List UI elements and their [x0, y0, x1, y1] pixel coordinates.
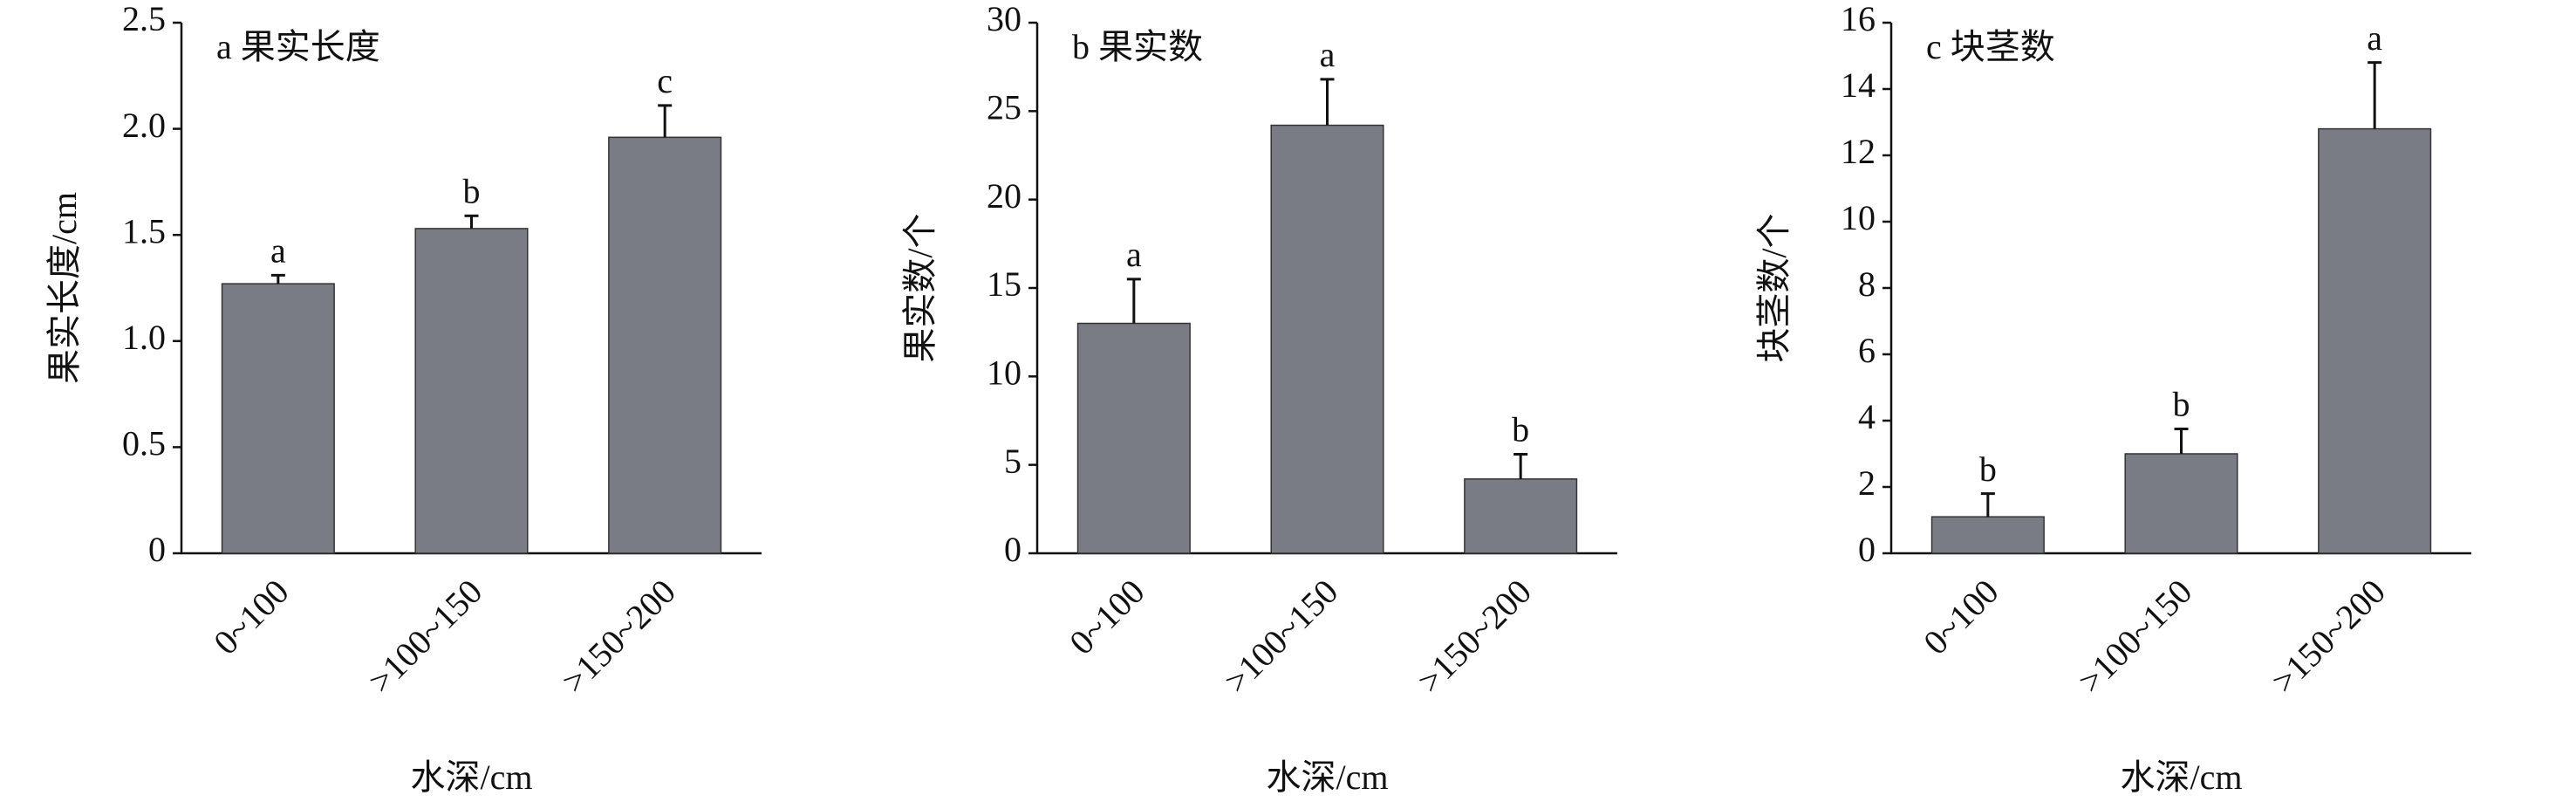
y-tick-label: 16 [1841, 0, 1876, 38]
bar [1076, 322, 1191, 554]
significance-label: b [463, 171, 481, 210]
error-bar [658, 104, 673, 138]
error-bar [1513, 453, 1528, 479]
bar [1930, 516, 2045, 554]
significance-label: a [270, 231, 286, 271]
significance-label: b [2173, 385, 2190, 424]
y-tick-label: 30 [987, 0, 1022, 38]
y-axis-label: 果实长度/cm [44, 192, 84, 384]
x-axis-label: 水深/cm [1267, 757, 1389, 797]
bar [2124, 453, 2238, 554]
significance-label: b [1512, 410, 1529, 449]
panel-title: c 块茎数 [1926, 27, 2055, 66]
y-tick-label: 10 [987, 353, 1022, 393]
error-bar [1126, 278, 1141, 324]
x-tick-label: 0~100 [206, 572, 297, 662]
y-tick-label: 1.0 [122, 318, 166, 357]
x-tick-label: 0~100 [1062, 572, 1152, 662]
bar [414, 228, 529, 554]
panel-title: a 果实长度 [216, 27, 380, 66]
y-tick-label: 2.0 [122, 106, 166, 145]
significance-label: c [657, 61, 673, 100]
bar [221, 283, 335, 554]
error-bar [2174, 428, 2189, 454]
y-tick-label: 0.5 [122, 424, 166, 463]
significance-label: a [1126, 235, 1142, 274]
error-bar [1320, 78, 1335, 126]
x-tick-label: >150~200 [1410, 572, 1539, 701]
chart-panel: 0 5 10 15 20 25 30 a 0~100 a >100~150 b >150~200 b 果实… [900, 0, 1617, 797]
chart-panel: 0 2 4 6 8 10 12 14 16 b 0~100 b >100~150 a >150~200 c 块… [1754, 0, 2471, 797]
y-tick-label: 5 [1004, 442, 1022, 481]
x-tick-label: >100~150 [2070, 572, 2199, 701]
y-tick-label: 6 [1858, 331, 1876, 370]
bar [1464, 478, 1578, 554]
bar [1270, 124, 1384, 554]
y-axis-label: 果实数/个 [900, 213, 940, 362]
y-tick-label: 0 [148, 530, 166, 569]
x-axis-label: 水深/cm [2121, 757, 2243, 797]
x-tick-label: >150~200 [554, 572, 683, 701]
x-axis-label: 水深/cm [411, 757, 533, 797]
panel-title: b 果实数 [1072, 27, 1203, 66]
y-tick-label: 20 [987, 176, 1022, 216]
significance-label: a [1320, 35, 1336, 74]
significance-label: a [2367, 18, 2382, 58]
y-tick-label: 25 [987, 88, 1022, 127]
y-tick-label: 15 [987, 264, 1022, 304]
y-axis-label: 块茎数/个 [1754, 213, 1794, 362]
y-tick-label: 2.5 [122, 0, 166, 38]
y-tick-label: 4 [1858, 397, 1876, 436]
y-tick-label: 0 [1004, 530, 1022, 569]
x-tick-label: >100~150 [360, 572, 489, 701]
error-bar [1980, 492, 1995, 518]
y-tick-label: 0 [1858, 530, 1876, 569]
error-bar [2368, 61, 2382, 129]
y-tick-label: 12 [1841, 132, 1876, 171]
y-tick-label: 2 [1858, 463, 1876, 503]
bar [2318, 127, 2432, 554]
x-tick-label: >150~200 [2264, 572, 2393, 701]
error-bar [464, 214, 479, 229]
bar [608, 136, 722, 554]
y-tick-label: 8 [1858, 264, 1876, 304]
y-tick-label: 14 [1841, 65, 1876, 105]
chart-panel: 0 0.5 1.0 1.5 2.0 2.5 a 0~100 b >100~150 c >150~200… [44, 0, 762, 797]
x-tick-label: 0~100 [1916, 572, 2006, 662]
y-tick-label: 10 [1841, 198, 1876, 237]
x-tick-label: >100~150 [1216, 572, 1345, 701]
y-tick-label: 1.5 [122, 211, 166, 250]
significance-label: b [1979, 449, 1997, 489]
error-bar [270, 273, 285, 284]
